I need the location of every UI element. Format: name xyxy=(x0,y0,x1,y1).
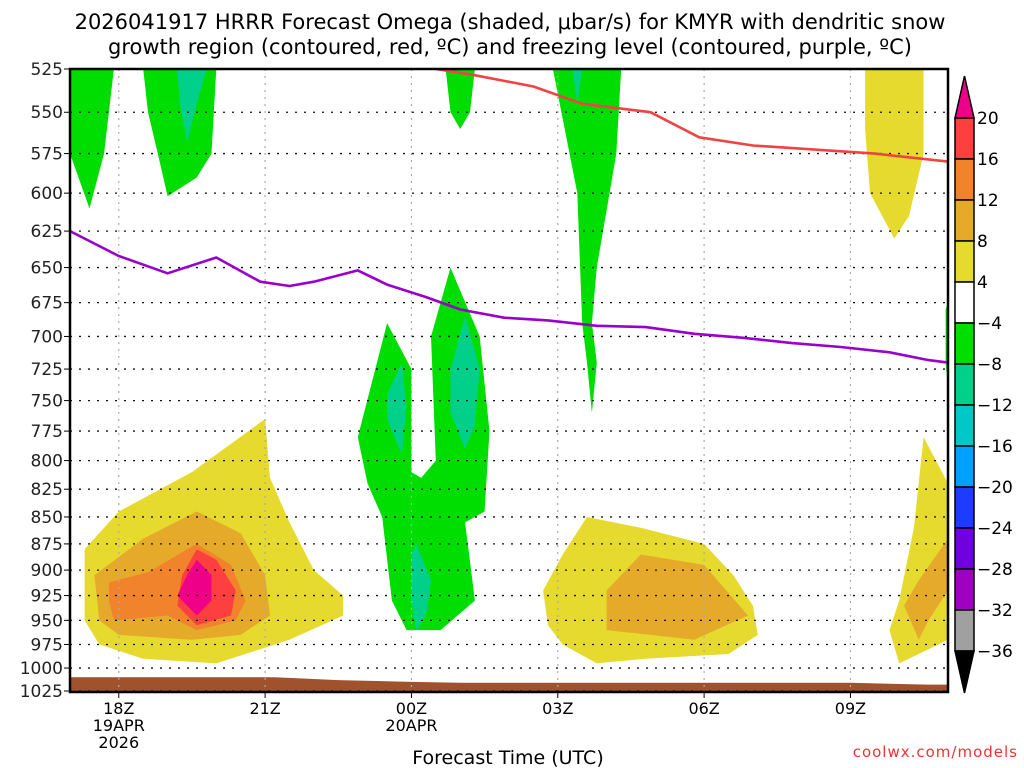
region-upward-motion-0100-core xyxy=(450,316,480,449)
colorbar-tick-label: −8 xyxy=(977,355,1002,375)
colorbar-tick-label: 4 xyxy=(977,273,988,293)
colorbar-extend-top xyxy=(954,75,975,119)
region-upward-motion-0400 xyxy=(552,69,622,413)
credit-text: coolwx.com/models xyxy=(853,743,1018,761)
region-upward-motion-1800 xyxy=(70,69,114,209)
y-tick-label: 750 xyxy=(31,392,63,412)
y-tick-label: 650 xyxy=(31,259,63,279)
colorbar-tick-label: −24 xyxy=(977,519,1013,539)
region-upward-motion-0400-core xyxy=(572,69,583,104)
y-axis: 525 550 575 600 625 650 675 700 725 750 775 800 825 8… xyxy=(20,60,70,702)
x-tick-label: 21Z xyxy=(249,699,280,718)
y-tick-label: 900 xyxy=(31,561,63,581)
region-upward-motion-2000-core xyxy=(177,69,207,143)
x-tick-label: 20APR xyxy=(385,716,437,735)
series-line-dendritic-growth xyxy=(435,69,948,163)
colorbar-bin xyxy=(954,199,975,242)
colorbar-bin xyxy=(954,445,975,488)
y-tick-label: 825 xyxy=(31,480,63,500)
colorbar-tick-label: 20 xyxy=(977,109,999,129)
x-tick-label: 00Z xyxy=(396,699,427,718)
y-tick-label: 625 xyxy=(31,222,63,242)
colorbar-bin xyxy=(954,609,975,652)
colorbar-bin xyxy=(954,568,975,611)
x-tick-label: 06Z xyxy=(688,699,719,718)
terrain xyxy=(70,677,948,692)
colorbar-tick-label: 8 xyxy=(977,232,988,252)
x-axis-label: Forecast Time (UTC) xyxy=(412,747,603,768)
region-sinking-0930 xyxy=(865,69,924,239)
contour-lines xyxy=(70,69,948,364)
title-line-2: growth region (contoured, red, ºC) and f… xyxy=(108,35,912,59)
y-tick-label: 950 xyxy=(31,611,63,631)
y-tick-label: 575 xyxy=(31,145,63,165)
colorbar-bin xyxy=(954,158,975,201)
y-tick-label: 975 xyxy=(31,636,63,656)
grid xyxy=(70,68,948,692)
y-tick-label: 775 xyxy=(31,422,63,442)
y-tick-label: 875 xyxy=(31,535,63,555)
y-tick-label: 700 xyxy=(31,327,63,347)
y-tick-label: 1025 xyxy=(20,682,63,702)
colorbar-bin xyxy=(954,363,975,406)
y-tick-label: 800 xyxy=(31,452,63,472)
region-upward-motion-0000-core xyxy=(411,543,431,631)
region-sinking-1030-8 xyxy=(904,538,948,640)
y-tick-label: 850 xyxy=(31,508,63,528)
colorbar-tick-label: −36 xyxy=(977,642,1013,662)
colorbar-tick-label: −20 xyxy=(977,478,1013,498)
y-tick-label: 525 xyxy=(31,60,63,80)
chart-title: 2026041917 HRRR Forecast Omega (shaded, … xyxy=(75,10,946,59)
x-tick-label: 2026 xyxy=(98,733,139,752)
region-upward-motion-2330-core-a xyxy=(387,362,407,455)
plot-frame xyxy=(68,67,950,694)
colorbar-bin xyxy=(954,322,975,365)
colorbar-bin xyxy=(954,486,975,529)
colorbar-bin xyxy=(954,404,975,447)
colorbar-tick-label: −32 xyxy=(977,601,1013,621)
y-tick-label: 725 xyxy=(31,360,63,380)
x-tick-label: 03Z xyxy=(542,699,573,718)
colorbar-bin xyxy=(954,527,975,570)
colorbar-tick-label: −28 xyxy=(977,560,1013,580)
y-tick-label: 1000 xyxy=(20,659,63,679)
colorbar-tick-label: −16 xyxy=(977,437,1013,457)
series-line-freezing-level xyxy=(70,229,948,364)
y-tick-label: 550 xyxy=(31,103,63,123)
x-tick-label: 09Z xyxy=(835,699,866,718)
x-tick-label: 19APR xyxy=(93,716,145,735)
region-sinking-0500-8 xyxy=(606,554,748,640)
region-sinking-2000-20 xyxy=(177,559,212,616)
colorbar-tick-label: −4 xyxy=(977,314,1002,334)
colorbar-bin xyxy=(954,281,975,324)
region-upward-motion-2000 xyxy=(143,69,217,197)
x-tick-label: 18Z xyxy=(103,699,134,718)
y-tick-label: 925 xyxy=(31,587,63,607)
colorbar-extend-bottom xyxy=(954,650,975,694)
colorbar-tick-label: 16 xyxy=(977,150,999,170)
colorbar-tick-label: 12 xyxy=(977,191,999,211)
title-line-1: 2026041917 HRRR Forecast Omega (shaded, … xyxy=(75,10,946,34)
terrain-fill xyxy=(70,677,948,692)
y-tick-label: 675 xyxy=(31,294,63,314)
y-tick-label: 600 xyxy=(31,184,63,204)
colorbar-bin xyxy=(954,117,975,160)
colorbar-bin xyxy=(954,240,975,283)
colorbar-tick-label: −12 xyxy=(977,396,1013,416)
region-upward-motion-0100-top xyxy=(445,69,475,129)
colorbar: 20 16 12 8 4 −4 −8 −12 −16 −20 −24 −28 −32 −36 xyxy=(954,75,1013,694)
